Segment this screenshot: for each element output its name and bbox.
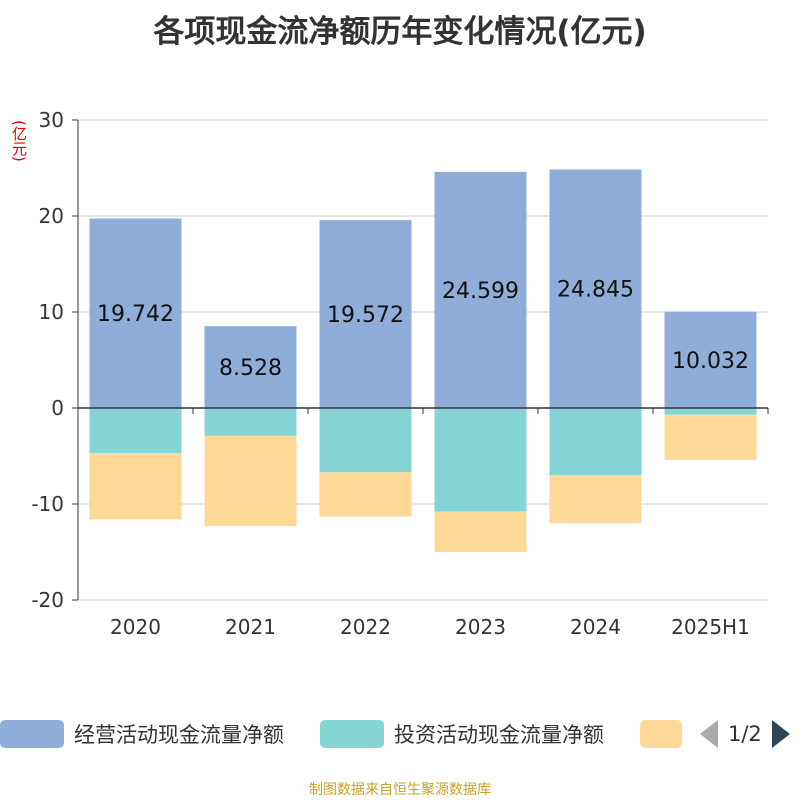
data-label-2023: 24.599 (442, 279, 519, 304)
data-label-2021: 8.528 (219, 356, 282, 381)
data-label-2025H1: 10.032 (672, 349, 749, 374)
y-tick-label: -20 (31, 588, 64, 612)
bar-series3-2024 (549, 475, 642, 524)
bar-series1-2023 (434, 171, 527, 408)
y-tick-label: 30 (39, 108, 64, 132)
x-tick-label: 2022 (340, 615, 391, 639)
legend-item-third[interactable] (640, 712, 682, 756)
legend-swatch-investing (320, 720, 384, 748)
data-label-2024: 24.845 (557, 278, 634, 303)
legend-label-investing: 投资活动现金流量净额 (394, 723, 604, 747)
legend-swatch-operating (0, 720, 64, 748)
bar-series1-2020 (89, 218, 182, 408)
y-tick-label: 20 (39, 204, 64, 228)
x-tick-label: 2023 (455, 615, 506, 639)
bar-series1-2025H1 (664, 311, 757, 408)
legend-item-operating[interactable]: 经营活动现金流量净额 (0, 712, 284, 756)
legend-swatch-third (640, 720, 682, 748)
bar-series1-2022 (319, 220, 412, 408)
bar-series2-2021 (204, 408, 297, 436)
data-source-note: 制图数据来自恒生聚源数据库 (309, 782, 491, 798)
bar-series2-2023 (434, 408, 527, 512)
y-tick-label: -10 (31, 492, 64, 516)
y-tick-label: 0 (51, 396, 64, 420)
x-tick-label: 2021 (225, 615, 276, 639)
prev-page-icon[interactable] (700, 720, 718, 748)
bar-series3-2025H1 (664, 414, 757, 460)
bar-series3-2022 (319, 472, 412, 517)
data-label-2022: 19.572 (327, 303, 404, 328)
legend-label-operating: 经营活动现金流量净额 (74, 723, 284, 747)
y-axis-unit-label: (亿元) (10, 120, 28, 162)
bar-series1-2024 (549, 169, 642, 408)
legend-item-investing[interactable]: 投资活动现金流量净额 (320, 712, 604, 756)
legend-pager: 1/2 (700, 712, 790, 756)
x-tick-label: 2025H1 (671, 615, 750, 639)
x-tick-label: 2020 (110, 615, 161, 639)
bar-series2-2020 (89, 408, 182, 454)
bar-series3-2021 (204, 435, 297, 527)
bar-series2-2025H1 (664, 408, 757, 415)
x-tick-label: 2024 (570, 615, 621, 639)
bar-series1-2021 (204, 326, 297, 408)
y-tick-label: 10 (39, 300, 64, 324)
bar-series2-2024 (549, 408, 642, 476)
chart-title: 各项现金流净额历年变化情况(亿元) (153, 14, 647, 50)
bar-series3-2023 (434, 511, 527, 552)
next-page-icon[interactable] (771, 720, 790, 748)
legend-page-indicator: 1/2 (728, 722, 762, 746)
chart-legend: 经营活动现金流量净额 投资活动现金流量净额 1/2 (0, 712, 800, 756)
chart-plot: -20 -10 0 10 20 30 19.742 8.528 19.572 24.599 24.8… (31, 108, 769, 639)
data-label-2020: 19.742 (97, 302, 174, 327)
bar-series3-2020 (89, 453, 182, 520)
bar-series2-2022 (319, 408, 412, 473)
